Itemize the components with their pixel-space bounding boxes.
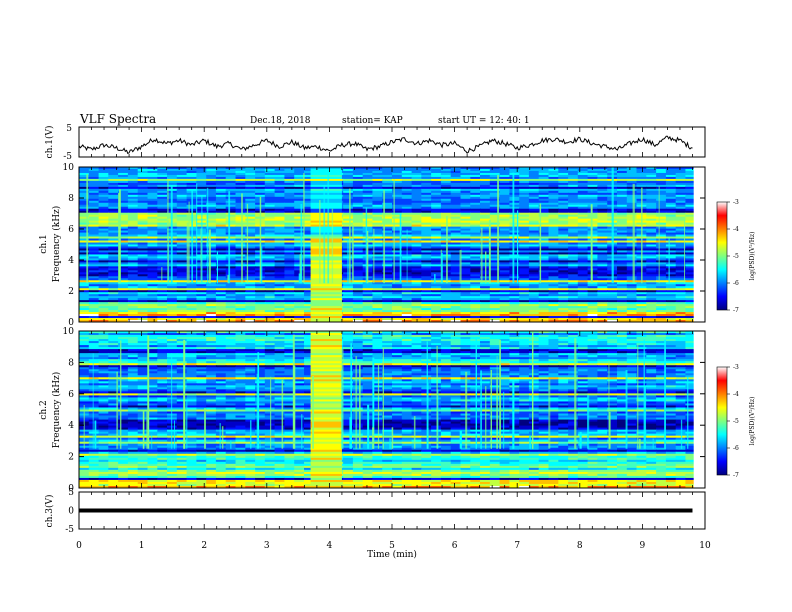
ch2-spectrogram-panel: 0 2 4 6 8 10 ch.2 Frequency (kHz) xyxy=(39,327,706,494)
time-axis-tick-label: 10 xyxy=(699,541,711,551)
ch1-colorbar-gradient xyxy=(716,201,728,311)
ch2-spectrogram-ytick-label: 0 xyxy=(68,484,74,494)
ch2-colorbar-tick-label: -7 xyxy=(733,472,739,479)
time-axis-tick-label: 7 xyxy=(514,541,520,551)
time-axis-ticks xyxy=(78,127,706,529)
ch1-spectrogram-ytick-label: 10 xyxy=(63,163,75,173)
ch2-colorbar-tick-label: -4 xyxy=(733,391,739,398)
ch2-spectrogram-ytick-label: 4 xyxy=(68,421,74,431)
ch2-spectrogram-yticks: 0 2 4 6 8 10 xyxy=(63,327,705,494)
ch2-spectrogram-ylabel: Frequency (kHz) xyxy=(51,372,62,449)
ch3-yticks: 5 0 -5 xyxy=(65,488,83,535)
ch1-spectrogram-channel-label: ch.1 xyxy=(39,234,49,253)
ch1-spectrogram-ytick-label: 6 xyxy=(68,225,74,235)
ch1-ytick-top: 5 xyxy=(66,124,72,134)
ch2-spectrogram-ytick-label: 8 xyxy=(68,358,74,368)
time-axis-tick-label: 6 xyxy=(452,541,458,551)
ch3-ytick-label: 5 xyxy=(68,488,74,498)
ch1-spectrogram-panel: 0 2 4 6 8 10 ch.1 Frequency (kHz) xyxy=(39,163,706,328)
ch2-spectrogram-image xyxy=(79,331,705,488)
ch3-ytick-label: 0 xyxy=(68,507,74,517)
time-axis-tick-label: 0 xyxy=(76,541,82,551)
ch2-colorbar: -3 -4 -5 -6 -7 log(PSD)(V²/Hz) xyxy=(716,364,756,479)
time-axis-tick-label: 1 xyxy=(139,541,145,551)
figure-title: VLF Spectra xyxy=(79,112,156,126)
time-axis-tick-label: 8 xyxy=(577,541,583,551)
ch1-spectrogram-ytick-label: 0 xyxy=(68,318,74,328)
ch1-spectrogram-ytick-label: 8 xyxy=(68,194,74,204)
ch1-colorbar-ticks: -3 -4 -5 -6 -7 xyxy=(727,199,739,314)
ch1-waveform-panel: 5 -5 ch.1(V) xyxy=(44,124,706,162)
time-axis-tick-label: 4 xyxy=(327,541,333,551)
ch2-colorbar-ticks: -3 -4 -5 -6 -7 xyxy=(727,364,739,479)
ch2-spectrogram-ytick-label: 2 xyxy=(68,453,74,463)
ch2-colorbar-gradient xyxy=(716,366,728,476)
ch1-spectrogram-yticks: 0 2 4 6 8 10 xyxy=(63,163,705,328)
ch2-colorbar-label: log(PSD)(V²/Hz) xyxy=(749,397,756,446)
ch1-spectrogram-image xyxy=(79,167,705,322)
ch2-colorbar-tick-label: -5 xyxy=(733,418,739,425)
time-axis-label: Time (min) xyxy=(367,549,417,560)
time-axis-tick-labels: 0 1 2 3 4 5 6 7 8 9 10 xyxy=(76,541,711,551)
ch1-ytick-bottom: -5 xyxy=(63,152,72,162)
ch1-colorbar-tick-label: -3 xyxy=(733,199,739,206)
start-time-label: start UT = 12: 40: 1 xyxy=(438,116,530,126)
ch1-colorbar-tick-label: -5 xyxy=(733,253,739,260)
station-label: station= KAP xyxy=(342,116,403,126)
ch1-colorbar-tick-label: -6 xyxy=(733,280,739,287)
time-axis-tick-label: 5 xyxy=(389,541,395,551)
ch1-spectrogram-ytick-label: 2 xyxy=(68,287,74,297)
date-label: Dec.18, 2018 xyxy=(250,116,311,126)
ch2-colorbar-tick-label: -6 xyxy=(733,445,739,452)
ch1-colorbar: -3 -4 -5 -6 -7 log(PSD)(V²/Hz) xyxy=(716,199,756,314)
ch3-waveform-panel: 5 0 -5 ch.3(V) xyxy=(44,488,706,535)
ch2-colorbar-tick-label: -3 xyxy=(733,364,739,371)
ch1-ylabel: ch.1(V) xyxy=(44,126,55,159)
ch3-waveform-line xyxy=(79,508,693,513)
ch1-spectrogram-ylabel: Frequency (kHz) xyxy=(51,206,62,283)
ch3-ytick-label: -5 xyxy=(65,525,74,535)
ch1-colorbar-label: log(PSD)(V²/Hz) xyxy=(749,232,756,281)
ch2-spectrogram-ytick-label: 6 xyxy=(68,390,74,400)
ch2-spectrogram-channel-label: ch.2 xyxy=(39,400,49,419)
time-axis-tick-label: 2 xyxy=(201,541,207,551)
ch1-spectrogram-ytick-label: 4 xyxy=(68,256,74,266)
time-axis-tick-label: 9 xyxy=(640,541,646,551)
time-axis-tick-label: 3 xyxy=(264,541,270,551)
ch3-ylabel: ch.3(V) xyxy=(44,495,55,528)
ch2-spectrogram-ytick-label: 10 xyxy=(63,327,75,337)
ch1-colorbar-tick-label: -4 xyxy=(733,226,739,233)
ch1-colorbar-tick-label: -7 xyxy=(733,307,739,314)
ch1-waveform-line xyxy=(78,135,693,155)
